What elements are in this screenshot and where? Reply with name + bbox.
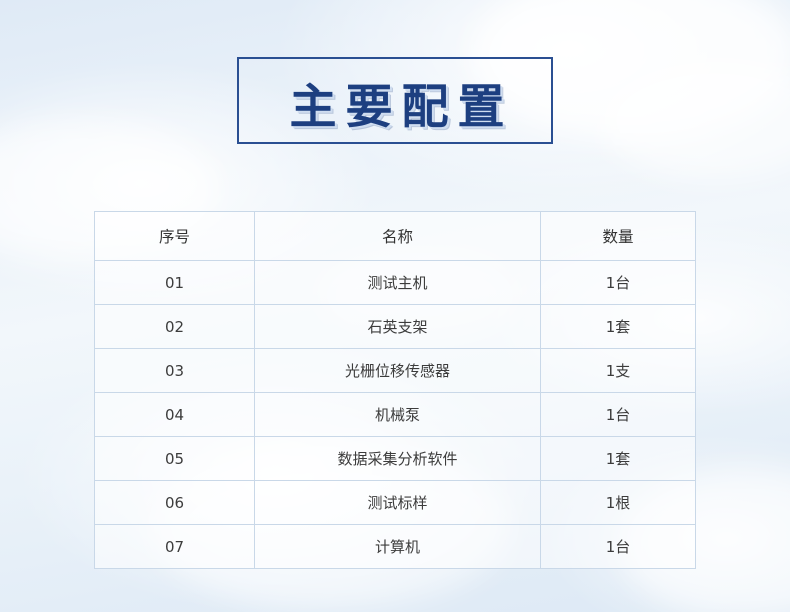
cell-qty: 1台 [540, 392, 696, 437]
table-body: 01 测试主机 1台 02 石英支架 1套 03 光栅位移传感器 1支 04 机… [94, 260, 696, 569]
table-row: 06 测试标样 1根 [94, 480, 696, 525]
table-row: 03 光栅位移传感器 1支 [94, 348, 696, 393]
cell-no: 05 [94, 436, 255, 481]
table-row: 04 机械泵 1台 [94, 392, 696, 437]
cell-qty: 1台 [540, 524, 696, 569]
table-header: 序号 名称 数量 [94, 211, 696, 261]
column-header-qty: 数量 [540, 211, 696, 261]
cell-no: 04 [94, 392, 255, 437]
cell-no: 03 [94, 348, 255, 393]
cell-name: 光栅位移传感器 [253, 348, 542, 393]
spec-table: 序号 名称 数量 01 测试主机 1台 02 石英支架 1套 03 [94, 211, 696, 569]
cell-qty: 1套 [540, 436, 696, 481]
cell-name: 石英支架 [253, 304, 542, 349]
cell-qty: 1套 [540, 304, 696, 349]
table-row: 01 测试主机 1台 [94, 260, 696, 305]
cell-name: 数据采集分析软件 [253, 436, 542, 481]
cell-no: 06 [94, 480, 255, 525]
table-row: 07 计算机 1台 [94, 524, 696, 569]
spec-table-container: 序号 名称 数量 01 测试主机 1台 02 石英支架 1套 03 [94, 211, 696, 569]
cloud-decoration [600, 60, 790, 180]
cell-no: 07 [94, 524, 255, 569]
cell-name: 测试主机 [253, 260, 542, 305]
cell-qty: 1台 [540, 260, 696, 305]
table-row: 05 数据采集分析软件 1套 [94, 436, 696, 481]
cell-no: 01 [94, 260, 255, 305]
page-title: 主要配置 [289, 80, 514, 135]
title-frame: 主要配置 [237, 57, 553, 144]
cell-no: 02 [94, 304, 255, 349]
cell-qty: 1根 [540, 480, 696, 525]
column-header-no: 序号 [94, 211, 255, 261]
cell-name: 计算机 [253, 524, 542, 569]
table-header-row: 序号 名称 数量 [94, 211, 696, 261]
column-header-name: 名称 [253, 211, 542, 261]
table-row: 02 石英支架 1套 [94, 304, 696, 349]
cell-name: 机械泵 [253, 392, 542, 437]
cell-qty: 1支 [540, 348, 696, 393]
cell-name: 测试标样 [253, 480, 542, 525]
